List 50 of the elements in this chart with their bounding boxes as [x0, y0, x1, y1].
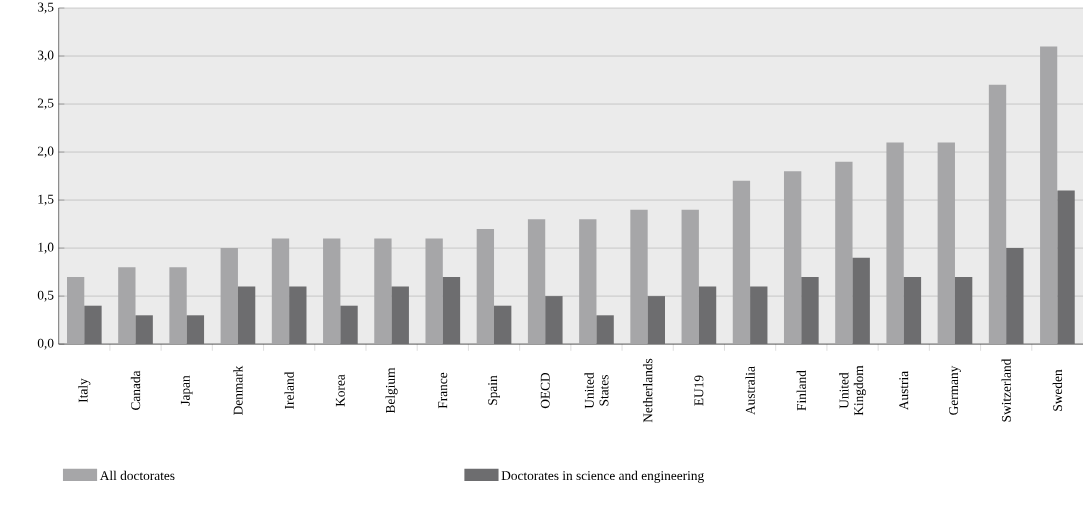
y-tick-label: 2,5: [37, 98, 54, 110]
x-tick-label: Spain: [488, 375, 500, 406]
x-tick-label: Ireland: [284, 372, 294, 410]
y-tick-label: 0,5: [37, 290, 54, 302]
x-tick-label: Germany: [949, 366, 961, 416]
x-tick-label: France: [438, 373, 448, 409]
x-tick-label: OECD: [540, 373, 550, 409]
bar: [340, 305, 358, 345]
y-tick-label: 1,5: [38, 194, 54, 206]
x-tick-label: Belgium: [385, 368, 398, 414]
bar: [442, 277, 461, 345]
y-tick-label: 2,0: [37, 146, 54, 158]
bar: [135, 315, 153, 345]
bar: [391, 286, 409, 345]
x-tick-label: Canada: [130, 370, 141, 411]
bar: [954, 277, 973, 345]
x-tick-label: Korea: [335, 374, 345, 407]
x-tick-label: Finland: [796, 370, 807, 411]
bar: [647, 296, 666, 345]
x-tick-label: United Kingdom: [839, 365, 866, 416]
bar: [903, 277, 922, 345]
bar: [852, 257, 870, 345]
x-tick-label: Netherlands: [642, 359, 653, 423]
x-tick-label: Italy: [78, 378, 91, 403]
x-tick-label: Switzerland: [1001, 359, 1011, 422]
legend-label: All doctorates: [99, 470, 175, 481]
x-tick-label: Austria: [899, 371, 909, 411]
bar: [1057, 190, 1075, 345]
bar: [698, 286, 717, 345]
legend-label: Doctorates in science and engineering: [501, 470, 704, 484]
bar: [84, 305, 102, 345]
x-tick-label: Denmark: [233, 365, 243, 416]
y-tick-label: 3,0: [37, 50, 54, 62]
bar: [237, 286, 256, 345]
bar: [545, 296, 563, 345]
bar: [186, 315, 205, 345]
bar: [596, 315, 614, 345]
y-tick-label: 3,5: [37, 2, 54, 14]
bar: [1006, 248, 1024, 345]
bar: [801, 277, 819, 345]
bar: [494, 305, 512, 345]
x-tick-label: Australia: [745, 366, 755, 416]
y-tick-label: 1,0: [38, 242, 54, 254]
x-tick-label: Sweden: [1052, 369, 1063, 411]
bar: [289, 286, 307, 345]
y-tick-label: 0,0: [37, 338, 54, 350]
x-tick-label: United States: [584, 372, 609, 409]
x-tick-label: EU19: [694, 375, 704, 406]
x-tick-label: Japan: [180, 375, 193, 406]
bar: [750, 286, 768, 345]
